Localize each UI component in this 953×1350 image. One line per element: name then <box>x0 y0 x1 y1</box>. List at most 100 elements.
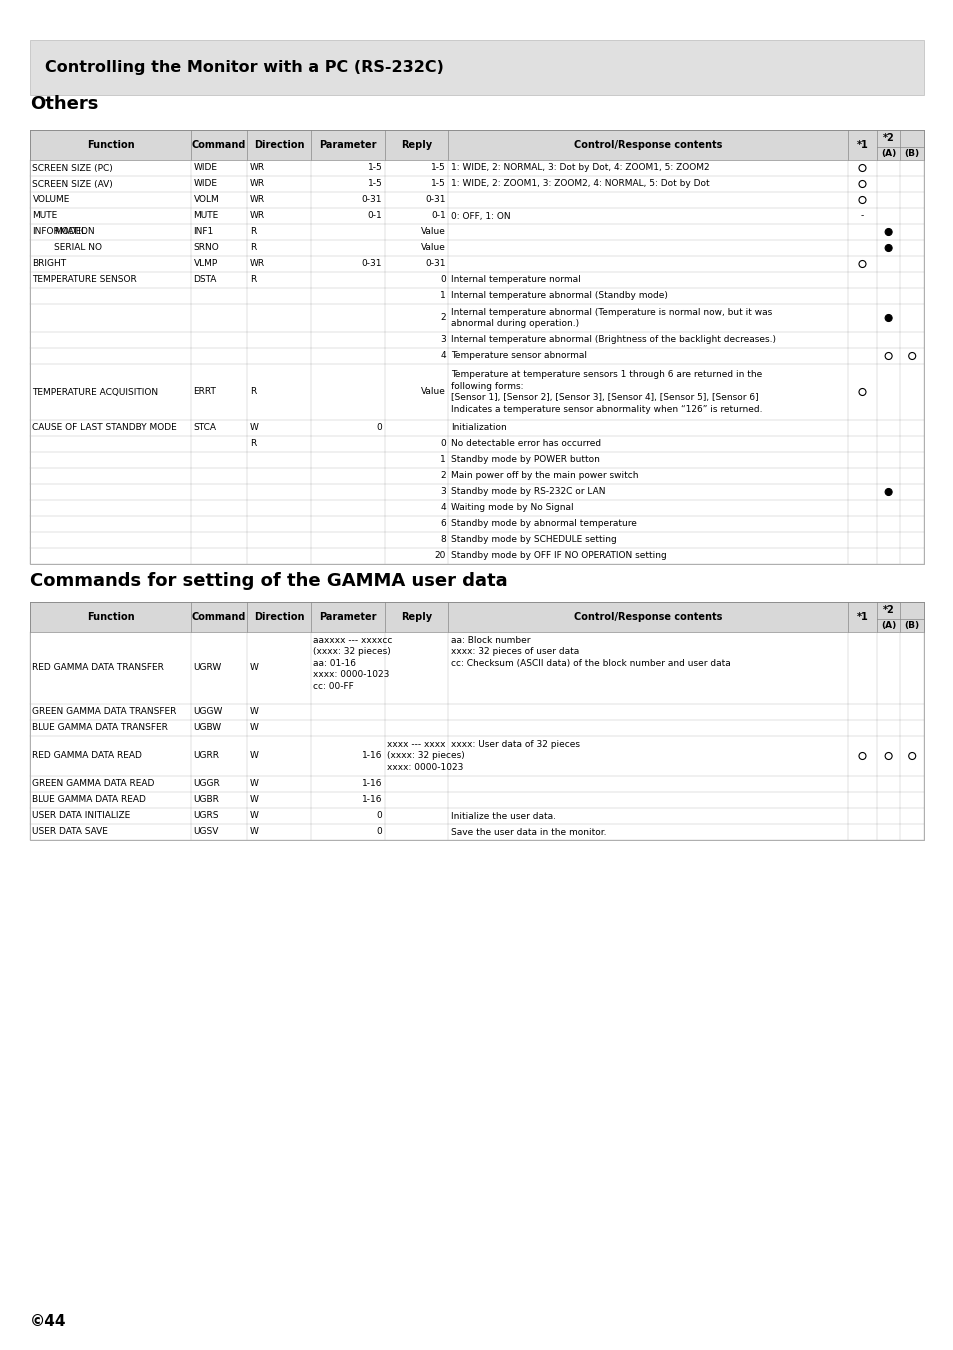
Bar <box>30 332 923 348</box>
Text: 6: 6 <box>439 520 445 528</box>
Text: 1: WIDE, 2: ZOOM1, 3: ZOOM2, 4: NORMAL, 5: Dot by Dot: 1: WIDE, 2: ZOOM1, 3: ZOOM2, 4: NORMAL, … <box>451 180 709 189</box>
Text: Parameter: Parameter <box>318 612 376 622</box>
Text: Command: Command <box>192 612 246 622</box>
Bar <box>30 452 923 468</box>
Text: xxxx --- xxxx
(xxxx: 32 pieces)
xxxx: 0000-1023: xxxx --- xxxx (xxxx: 32 pieces) xxxx: 00… <box>387 740 464 772</box>
Bar <box>30 776 923 792</box>
Text: 4: 4 <box>439 504 445 513</box>
Text: Internal temperature abnormal (Brightness of the backlight decreases.): Internal temperature abnormal (Brightnes… <box>451 336 775 344</box>
Text: Initialize the user data.: Initialize the user data. <box>451 811 556 821</box>
Text: aa: Block number
xxxx: 32 pieces of user data
cc: Checksum (ASCII data) of the b: aa: Block number xxxx: 32 pieces of user… <box>451 636 730 668</box>
Bar <box>30 256 923 271</box>
Text: 0-1: 0-1 <box>367 212 382 220</box>
Text: CAUSE OF LAST STANDBY MODE: CAUSE OF LAST STANDBY MODE <box>32 424 177 432</box>
Text: 1-5: 1-5 <box>431 163 445 173</box>
Text: 0-1: 0-1 <box>431 212 445 220</box>
Text: W: W <box>250 724 258 733</box>
Text: 1-5: 1-5 <box>367 180 382 189</box>
Bar <box>30 602 923 632</box>
Bar <box>30 130 923 161</box>
Bar <box>30 736 923 776</box>
Text: Temperature sensor abnormal: Temperature sensor abnormal <box>451 351 586 360</box>
Text: (A): (A) <box>880 148 895 158</box>
Text: 2: 2 <box>439 471 445 481</box>
Text: WR: WR <box>250 259 265 269</box>
Text: Value: Value <box>420 387 445 397</box>
Text: *2: *2 <box>882 134 894 143</box>
Bar <box>30 420 923 436</box>
Text: R: R <box>250 440 255 448</box>
Text: Standby mode by SCHEDULE setting: Standby mode by SCHEDULE setting <box>451 536 616 544</box>
Text: 0-31: 0-31 <box>425 259 445 269</box>
Text: UGGW: UGGW <box>193 707 223 717</box>
Text: W: W <box>250 663 258 672</box>
Text: Reply: Reply <box>400 612 432 622</box>
Text: Standby mode by abnormal temperature: Standby mode by abnormal temperature <box>451 520 636 528</box>
Text: VOLM: VOLM <box>193 196 219 204</box>
Text: Standby mode by OFF IF NO OPERATION setting: Standby mode by OFF IF NO OPERATION sett… <box>451 552 666 560</box>
Text: Control/Response contents: Control/Response contents <box>574 612 721 622</box>
Text: 2: 2 <box>439 313 445 323</box>
Text: UGRR: UGRR <box>193 752 219 760</box>
Bar <box>30 364 923 420</box>
Text: WR: WR <box>250 163 265 173</box>
Text: Internal temperature abnormal (Temperature is normal now, but it was
abnormal du: Internal temperature abnormal (Temperatu… <box>451 308 771 328</box>
Text: Command: Command <box>192 140 246 150</box>
Text: 4: 4 <box>439 351 445 360</box>
Text: Direction: Direction <box>253 140 304 150</box>
Text: BRIGHT: BRIGHT <box>32 259 67 269</box>
Text: 1: WIDE, 2: NORMAL, 3: Dot by Dot, 4: ZOOM1, 5: ZOOM2: 1: WIDE, 2: NORMAL, 3: Dot by Dot, 4: ZO… <box>451 163 709 173</box>
Text: 0: 0 <box>439 275 445 285</box>
Text: Reply: Reply <box>400 140 432 150</box>
Text: STCA: STCA <box>193 424 216 432</box>
Text: SERIAL NO: SERIAL NO <box>54 243 102 252</box>
Text: Temperature at temperature sensors 1 through 6 are returned in the
following for: Temperature at temperature sensors 1 thr… <box>451 370 761 413</box>
Text: DSTA: DSTA <box>193 275 216 285</box>
Text: BLUE GAMMA DATA READ: BLUE GAMMA DATA READ <box>32 795 146 805</box>
Circle shape <box>884 244 891 251</box>
Bar <box>30 703 923 720</box>
Bar <box>30 532 923 548</box>
Text: 1: 1 <box>439 292 445 301</box>
Text: USER DATA INITIALIZE: USER DATA INITIALIZE <box>32 811 131 821</box>
Circle shape <box>884 315 891 321</box>
Text: Direction: Direction <box>253 612 304 622</box>
Text: Control/Response contents: Control/Response contents <box>574 140 721 150</box>
Circle shape <box>884 228 891 235</box>
Bar <box>30 224 923 240</box>
Text: UGGR: UGGR <box>193 779 220 788</box>
Text: SCREEN SIZE (AV): SCREEN SIZE (AV) <box>32 180 113 189</box>
Text: Waiting mode by No Signal: Waiting mode by No Signal <box>451 504 573 513</box>
Text: (A): (A) <box>880 621 895 629</box>
Text: aaxxxx --- xxxxcc
(xxxx: 32 pieces)
aa: 01-16
xxxx: 0000-1023
cc: 00-FF: aaxxxx --- xxxxcc (xxxx: 32 pieces) aa: … <box>314 636 393 691</box>
Bar <box>30 288 923 304</box>
Bar <box>30 824 923 840</box>
Bar <box>30 809 923 824</box>
Text: Commands for setting of the GAMMA user data: Commands for setting of the GAMMA user d… <box>30 572 507 590</box>
Text: UGRS: UGRS <box>193 811 219 821</box>
Text: BLUE GAMMA DATA TRANSFER: BLUE GAMMA DATA TRANSFER <box>32 724 168 733</box>
Text: VLMP: VLMP <box>193 259 217 269</box>
Bar <box>30 348 923 364</box>
Text: Function: Function <box>87 612 134 622</box>
Text: UGBR: UGBR <box>193 795 219 805</box>
Text: W: W <box>250 811 258 821</box>
Bar <box>30 40 923 94</box>
Text: R: R <box>250 243 255 252</box>
Bar <box>30 240 923 256</box>
Text: Controlling the Monitor with a PC (RS-232C): Controlling the Monitor with a PC (RS-23… <box>45 59 443 76</box>
Text: Value: Value <box>420 228 445 236</box>
Text: 1-16: 1-16 <box>361 779 382 788</box>
Text: 1-5: 1-5 <box>367 163 382 173</box>
Bar <box>30 720 923 736</box>
Text: Main power off by the main power switch: Main power off by the main power switch <box>451 471 638 481</box>
Text: Others: Others <box>30 95 98 113</box>
Text: 1-16: 1-16 <box>361 752 382 760</box>
Bar <box>30 500 923 516</box>
Text: 3: 3 <box>439 336 445 344</box>
Text: Parameter: Parameter <box>318 140 376 150</box>
Text: 1: 1 <box>439 455 445 464</box>
Text: WIDE: WIDE <box>193 163 217 173</box>
Bar <box>30 548 923 564</box>
Text: TEMPERATURE SENSOR: TEMPERATURE SENSOR <box>32 275 137 285</box>
